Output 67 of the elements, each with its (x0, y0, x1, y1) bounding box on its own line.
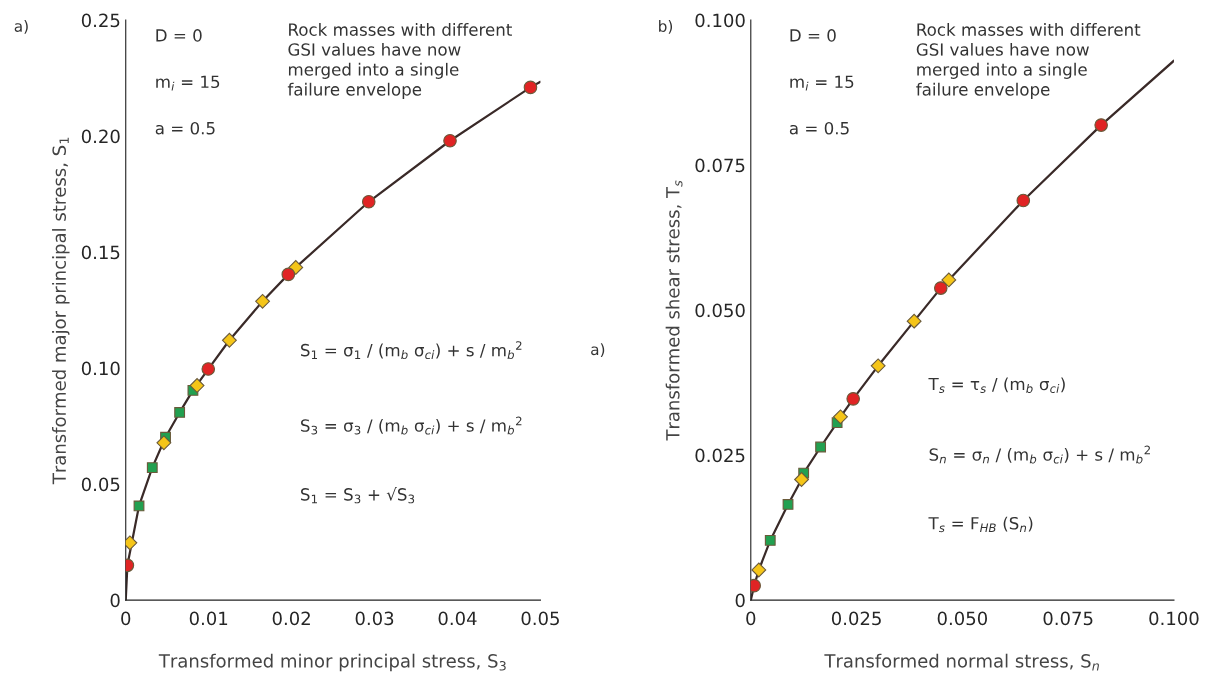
text: a) (14, 20, 28, 34)
point (941, 272, 957, 288)
point (870, 358, 886, 374)
point (751, 562, 767, 578)
point (906, 313, 922, 329)
y-tick-label: 0.25 (81, 13, 120, 28)
x-axis-title: Transformed minor principal stress, S$_{3}$ (158, 653, 506, 672)
point (189, 378, 205, 393)
text: a) (591, 343, 605, 357)
y-tick-label: 0 (735, 593, 745, 608)
text: b) (659, 20, 673, 34)
point (281, 267, 296, 282)
point (846, 392, 860, 406)
text: T$_{s}$ = τ$_{s}$ / (m$_{b}$ σ$_{ci}$) (928, 377, 1065, 393)
annotation: a = 0.5 (789, 121, 849, 135)
annotation: D = 0 (790, 29, 836, 42)
annotation: Rock masses with different GSI values have now merged into a single failure envelope (287, 23, 512, 99)
y-tick-label: 0.15 (81, 245, 120, 260)
x-tick-label: 0.050 (937, 611, 988, 626)
annotation: m$_{i}$ = 15 (790, 75, 854, 91)
point (523, 80, 538, 95)
y-axis-title: Transformed major principal stress, S$_{1}$ (52, 137, 70, 485)
y-tick-label: 0 (110, 593, 120, 608)
text: S$_{1}$ = σ$_{1}$ / (m$_{b}$ σ$_{ci}$) + s / m$_{b}$$^{2}$ (301, 341, 522, 360)
x-tick-label: 0.025 (831, 611, 881, 626)
point (443, 133, 457, 148)
annotation: Rock masses with different GSI values have now merged into a single failure envelope (916, 23, 1141, 99)
y-tick-label: 0.10 (81, 361, 120, 376)
x-axis-title: Transformed normal stress, S$_{n}$ (824, 653, 1099, 671)
point (933, 281, 948, 295)
x-tick-label: 0.02 (272, 611, 310, 626)
x-tick-label: 0.03 (355, 611, 394, 626)
point (221, 332, 237, 348)
text: S$_{n}$ = σ$_{n}$ / (m$_{b}$ σ$_{ci}$) + s / m$_{b}$$^{2}$ (929, 445, 1150, 464)
y-axis-title: Transformed shear stress, T$_{s}$ (665, 180, 683, 441)
point (1094, 118, 1108, 132)
annotation: S$_{1}$ = S$_{3}$ + √S$_{3}$ (301, 486, 415, 504)
point (201, 362, 216, 376)
point (794, 472, 809, 487)
point (255, 293, 271, 309)
annotation: m$_{i}$ = 15 (156, 75, 220, 91)
x-tick-label: 0.075 (1043, 611, 1093, 626)
annotation: T$_{s}$ = F$_{HB}$ (S$_{n}$) (928, 516, 1033, 533)
y-tick-label: 0.025 (695, 448, 745, 463)
point (782, 499, 794, 510)
point (764, 534, 776, 546)
point (361, 194, 376, 209)
point (156, 435, 172, 451)
y-tick-label: 0.100 (695, 13, 745, 28)
x-tick-label: 0 (121, 611, 131, 626)
point (174, 407, 186, 418)
point (833, 409, 848, 425)
y-tick-label: 0.05 (81, 477, 120, 492)
x-tick-label: 0.04 (438, 611, 477, 626)
x-tick-label: 0.100 (1149, 611, 1199, 626)
text: S$_{3}$ = σ$_{3}$ / (m$_{b}$ σ$_{ci}$) + s / m$_{b}$$^{2}$ (301, 416, 522, 435)
annotation: a = 0.5 (155, 121, 215, 135)
point (146, 462, 158, 474)
y-tick-label: 0.075 (695, 158, 745, 173)
x-tick-label: 0.01 (189, 611, 228, 626)
y-tick-label: 0.050 (695, 303, 745, 318)
point (1016, 193, 1031, 208)
point (815, 441, 827, 453)
x-tick-label: 0.05 (521, 611, 559, 626)
annotation: D = 0 (156, 29, 202, 42)
y-tick-label: 0.20 (81, 129, 120, 144)
x-tick-label: 0 (746, 611, 756, 626)
